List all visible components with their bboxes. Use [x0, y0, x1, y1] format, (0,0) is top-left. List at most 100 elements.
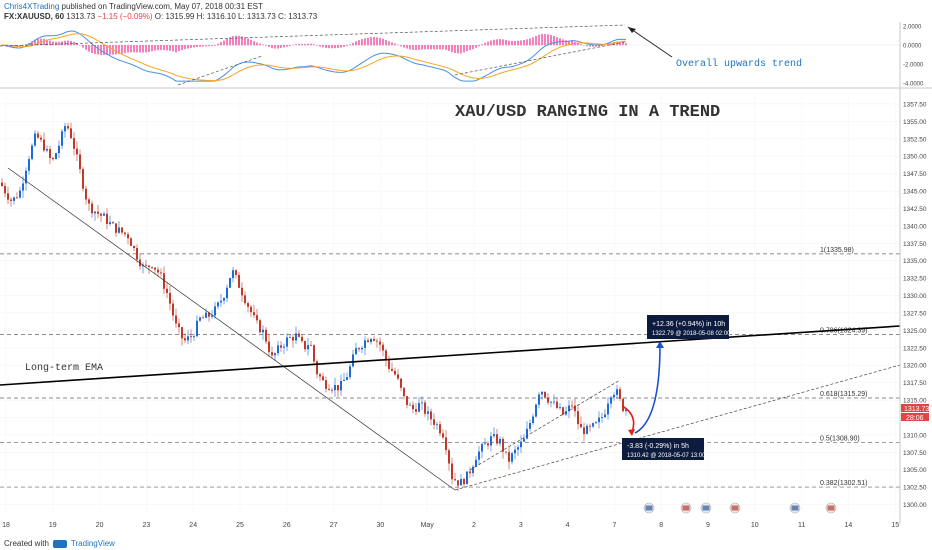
candle-body [298, 333, 300, 337]
macd-histogram-bar [328, 45, 330, 49]
candle-body [79, 154, 81, 170]
macd-histogram-bar [277, 45, 279, 49]
target-up-line2: 1322.79 @ 2018-05-08 02:00 [652, 331, 731, 337]
macd-histogram-bar [517, 40, 519, 46]
candle-body [61, 131, 63, 146]
created-with-label: Created with [4, 539, 49, 548]
candle-body [319, 374, 321, 377]
macd-histogram-bar [433, 45, 435, 50]
candle-body [259, 320, 261, 333]
ohlc-open: O: 1315.99 [154, 12, 195, 21]
candle-body [469, 471, 471, 474]
candle-body [214, 306, 216, 316]
macd-histogram-bar [235, 35, 237, 46]
macd-histogram-bar [571, 41, 573, 46]
candle-body [550, 401, 552, 403]
target-up-line1: +12.36 (+0.94%) in 10h [652, 321, 725, 328]
macd-histogram-bar [244, 37, 246, 46]
candle-body [325, 380, 327, 389]
x-tick-label: 10 [751, 522, 759, 529]
macd-histogram-bar [148, 45, 150, 52]
macd-histogram-bar [538, 34, 540, 46]
candle-body [583, 427, 585, 434]
macd-histogram-bar [415, 45, 417, 51]
target-down-line2: 1310.42 @ 2018-05-07 13:00 [627, 453, 706, 459]
event-flag-icon[interactable] [643, 502, 655, 514]
event-flag-icon[interactable] [789, 502, 801, 514]
tradingview-brand-link[interactable]: TradingView [70, 539, 115, 548]
y-tick-label: 1310.00 [903, 432, 927, 439]
candle-body [430, 411, 432, 420]
target-up-callout[interactable]: +12.36 (+0.94%) in 10h 1322.79 @ 2018-05… [647, 315, 731, 339]
macd-histogram-bar [151, 45, 153, 52]
event-flag-icon[interactable] [680, 502, 692, 514]
candle-body [181, 327, 183, 339]
macd-histogram-bar [283, 45, 285, 48]
macd-histogram-bar [133, 45, 135, 53]
x-tick-label: 15 [891, 522, 899, 529]
symbol-label[interactable]: FX:XAUUSD, 60 [4, 12, 65, 21]
x-tick-label: 14 [845, 522, 853, 529]
trend-note-arrow-head [628, 27, 636, 33]
fib-level-label: 0.786(1324.39) [820, 328, 867, 335]
event-flag-icon[interactable] [825, 502, 837, 514]
candle-body [343, 379, 345, 381]
candle-body [502, 438, 504, 452]
macd-histogram-bar [313, 44, 315, 46]
macd-histogram-bar [79, 45, 81, 46]
macd-histogram-bar [553, 36, 555, 46]
event-flag-icon[interactable] [729, 502, 741, 514]
candle-body [601, 417, 603, 418]
candle-body [544, 391, 546, 398]
candle-body [505, 451, 507, 453]
candle-body [109, 222, 111, 225]
candle-body [130, 238, 132, 246]
macd-histogram-bar [280, 45, 282, 49]
y-tick-label: 1340.00 [903, 223, 927, 230]
trend-note-arrow [627, 26, 673, 58]
macd-histogram-bar [484, 42, 486, 46]
macd-histogram-bar [52, 41, 54, 46]
macd-histogram-bar [412, 45, 414, 50]
candle-body [466, 471, 468, 485]
candle-body [34, 133, 36, 146]
target-down-callout[interactable]: -3.83 (-0.29%) in 5h 1310.42 @ 2018-05-0… [622, 438, 706, 460]
fib-level-label: 1(1335.98) [820, 247, 854, 254]
event-flag-icon[interactable] [700, 502, 712, 514]
candle-body [403, 387, 405, 397]
candle-body [370, 338, 372, 343]
candle-body [112, 222, 114, 224]
macd-histogram-bar [55, 41, 57, 46]
long-term-ema-line[interactable] [0, 325, 901, 386]
y-tick-label: 1330.00 [903, 293, 927, 300]
economic-event-flags[interactable] [643, 502, 837, 514]
macd-histogram-bar [73, 41, 75, 46]
x-tick-label: 4 [566, 522, 570, 529]
macd-histogram-bar [460, 45, 462, 54]
candle-body [232, 270, 234, 279]
candle-body [529, 422, 531, 429]
author-link[interactable]: Chris4XTrading [4, 2, 60, 11]
macd-histogram-bar [403, 45, 405, 48]
macd-histogram-bar [301, 43, 303, 46]
candle-body [499, 438, 501, 444]
candle-body [190, 336, 192, 338]
candle-body [238, 274, 240, 288]
macd-histogram-bar [196, 45, 198, 48]
y-tick-label: 1322.50 [903, 345, 927, 352]
candle-body [283, 346, 285, 348]
candle-body [361, 347, 363, 350]
candle-body [532, 416, 534, 423]
candle-body [352, 354, 354, 367]
macd-histogram-bar [49, 40, 51, 46]
macd-histogram-bar [211, 45, 213, 46]
macd-histogram-bar [442, 45, 444, 50]
candle-body [169, 292, 171, 304]
macd-histogram-bar [103, 45, 105, 55]
macd-histogram-bar [589, 45, 591, 47]
candle-body [364, 340, 366, 348]
candle-body [490, 436, 492, 446]
macd-histogram-bar [556, 37, 558, 46]
candle-body [43, 139, 45, 151]
